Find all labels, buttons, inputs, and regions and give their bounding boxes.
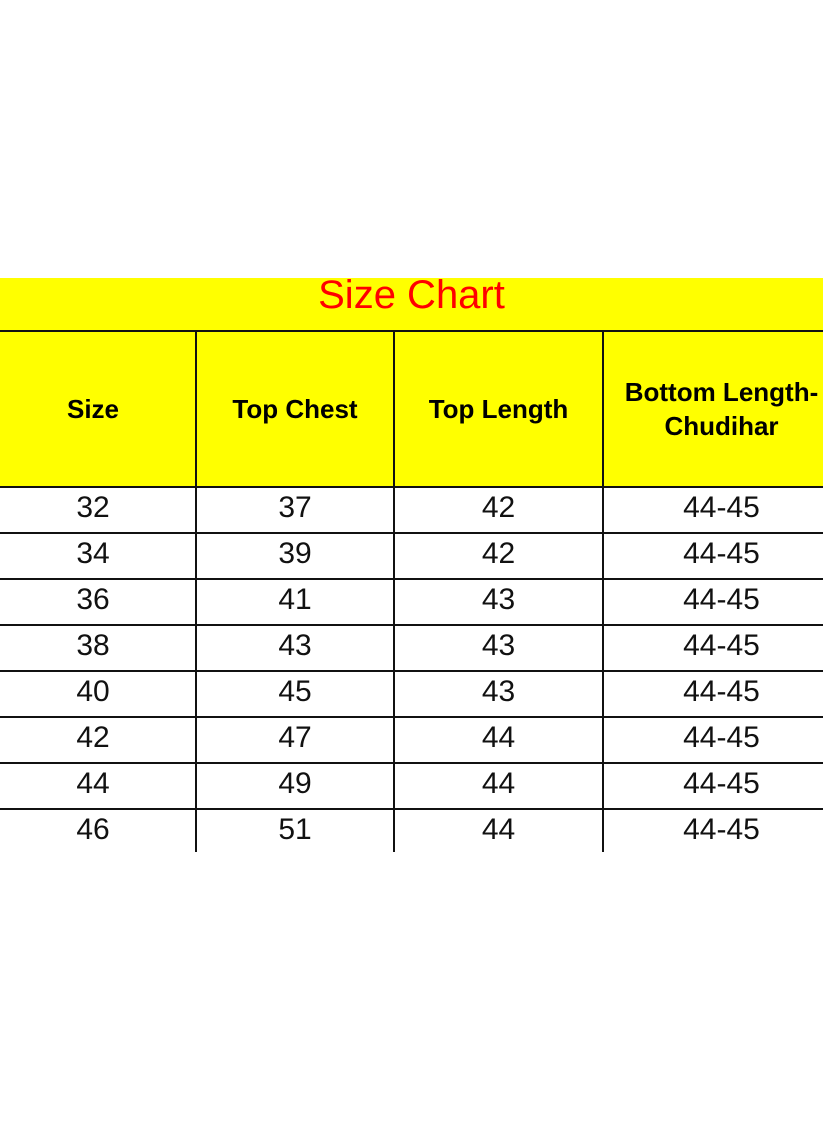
table-cell: 44 <box>481 721 516 754</box>
table-cell: 44-45 <box>683 675 760 708</box>
table-cell: 45 <box>278 675 312 708</box>
table-cell: 40 <box>76 675 110 708</box>
column-header: Bottom Length- Chudihar <box>624 377 819 441</box>
table-cell: 44-45 <box>683 491 760 524</box>
grid-line <box>0 532 823 534</box>
grid-line <box>0 486 823 488</box>
column-header: Top Length <box>428 394 569 424</box>
table-cell: 38 <box>76 629 110 662</box>
table-cell: 42 <box>481 491 516 524</box>
grid-line <box>0 808 823 810</box>
grid-line <box>0 716 823 718</box>
table-cell: 34 <box>76 537 110 570</box>
table-cell: 44 <box>76 767 110 800</box>
grid-line <box>0 670 823 672</box>
table-cell: 47 <box>278 721 312 754</box>
chart-title: Size Chart <box>318 273 505 317</box>
table-cell: 42 <box>481 537 516 570</box>
table-cell: 32 <box>76 491 110 524</box>
grid-line <box>0 330 823 332</box>
table-cell: 43 <box>481 583 516 616</box>
table-cell: 44-45 <box>683 767 760 800</box>
grid-line <box>195 331 197 852</box>
grid-line <box>0 624 823 626</box>
table-cell: 44 <box>481 813 516 846</box>
grid-line <box>0 578 823 580</box>
header-background <box>0 278 823 487</box>
table-cell: 49 <box>278 767 312 800</box>
table-cell: 36 <box>76 583 110 616</box>
table-cell: 39 <box>278 537 312 570</box>
column-header: Size <box>66 394 120 424</box>
table-cell: 44-45 <box>683 721 760 754</box>
table-cell: 43 <box>481 675 516 708</box>
grid-line <box>0 762 823 764</box>
table-cell: 44 <box>481 767 516 800</box>
table-cell: 42 <box>76 721 110 754</box>
column-header: Top Chest <box>232 394 358 424</box>
table-cell: 44-45 <box>683 583 760 616</box>
table-cell: 44-45 <box>683 813 760 846</box>
table-cell: 44-45 <box>683 629 760 662</box>
table-cell: 44-45 <box>683 537 760 570</box>
grid-line <box>602 331 604 852</box>
grid-line <box>393 331 395 852</box>
table-cell: 43 <box>481 629 516 662</box>
table-cell: 51 <box>278 813 312 846</box>
table-cell: 37 <box>278 491 312 524</box>
table-cell: 46 <box>76 813 110 846</box>
table-cell: 43 <box>278 629 312 662</box>
table-cell: 41 <box>278 583 312 616</box>
